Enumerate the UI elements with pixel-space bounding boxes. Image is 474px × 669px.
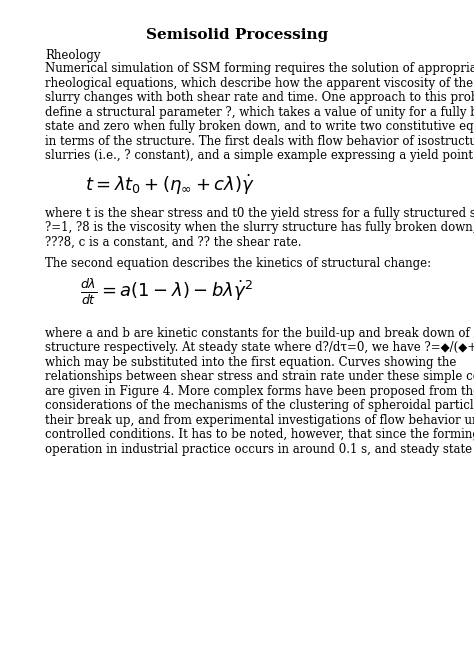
Text: ???8, c is a constant, and ?? the shear rate.: ???8, c is a constant, and ?? the shear … — [45, 236, 301, 249]
Text: structure respectively. At steady state where d?/dτ=0, we have ?=◆/(◆+◆??),: structure respectively. At steady state … — [45, 341, 474, 355]
Text: relationships between shear stress and strain rate under these simple conditions: relationships between shear stress and s… — [45, 371, 474, 383]
Text: The second equation describes the kinetics of structural change:: The second equation describes the kineti… — [45, 257, 431, 270]
Text: in terms of the structure. The first deals with flow behavior of isostructural: in terms of the structure. The first dea… — [45, 134, 474, 148]
Text: $t = \lambda t_0 + (\eta_\infty + c\lambda)\dot{\gamma}$: $t = \lambda t_0 + (\eta_\infty + c\lamb… — [85, 173, 255, 197]
Text: Rheology: Rheology — [45, 48, 100, 62]
Text: are given in Figure 4. More complex forms have been proposed from theoretical: are given in Figure 4. More complex form… — [45, 385, 474, 398]
Text: considerations of the mechanisms of the clustering of spheroidal particles and: considerations of the mechanisms of the … — [45, 399, 474, 413]
Text: where t is the shear stress and t0 the yield stress for a fully structured slurr: where t is the shear stress and t0 the y… — [45, 207, 474, 220]
Text: rheological equations, which describe how the apparent viscosity of the alloy: rheological equations, which describe ho… — [45, 77, 474, 90]
Text: Semisolid Processing: Semisolid Processing — [146, 28, 328, 42]
Text: slurry changes with both shear rate and time. One approach to this problem is to: slurry changes with both shear rate and … — [45, 91, 474, 104]
Text: slurries (i.e., ? constant), and a simple example expressing a yield point is:: slurries (i.e., ? constant), and a simpl… — [45, 149, 474, 163]
Text: where a and b are kinetic constants for the build-up and break down of internal: where a and b are kinetic constants for … — [45, 327, 474, 340]
Text: which may be substituted into the first equation. Curves showing the: which may be substituted into the first … — [45, 356, 456, 369]
Text: define a structural parameter ?, which takes a value of unity for a fully built-: define a structural parameter ?, which t… — [45, 106, 474, 119]
Text: controlled conditions. It has to be noted, however, that since the forming: controlled conditions. It has to be note… — [45, 428, 474, 442]
Text: $\frac{d\lambda}{dt} = a(1 - \lambda) - b\lambda\dot{\gamma}^2$: $\frac{d\lambda}{dt} = a(1 - \lambda) - … — [80, 278, 253, 307]
Text: ?=1, ?8 is the viscosity when the slurry structure has fully broken down, ?=0, a: ?=1, ?8 is the viscosity when the slurry… — [45, 221, 474, 234]
Text: their break up, and from experimental investigations of flow behavior under: their break up, and from experimental in… — [45, 414, 474, 427]
Text: operation in industrial practice occurs in around 0.1 s, and steady state is: operation in industrial practice occurs … — [45, 443, 474, 456]
Text: state and zero when fully broken down, and to write two constitutive equations: state and zero when fully broken down, a… — [45, 120, 474, 133]
Text: Numerical simulation of SSM forming requires the solution of appropriate: Numerical simulation of SSM forming requ… — [45, 62, 474, 76]
